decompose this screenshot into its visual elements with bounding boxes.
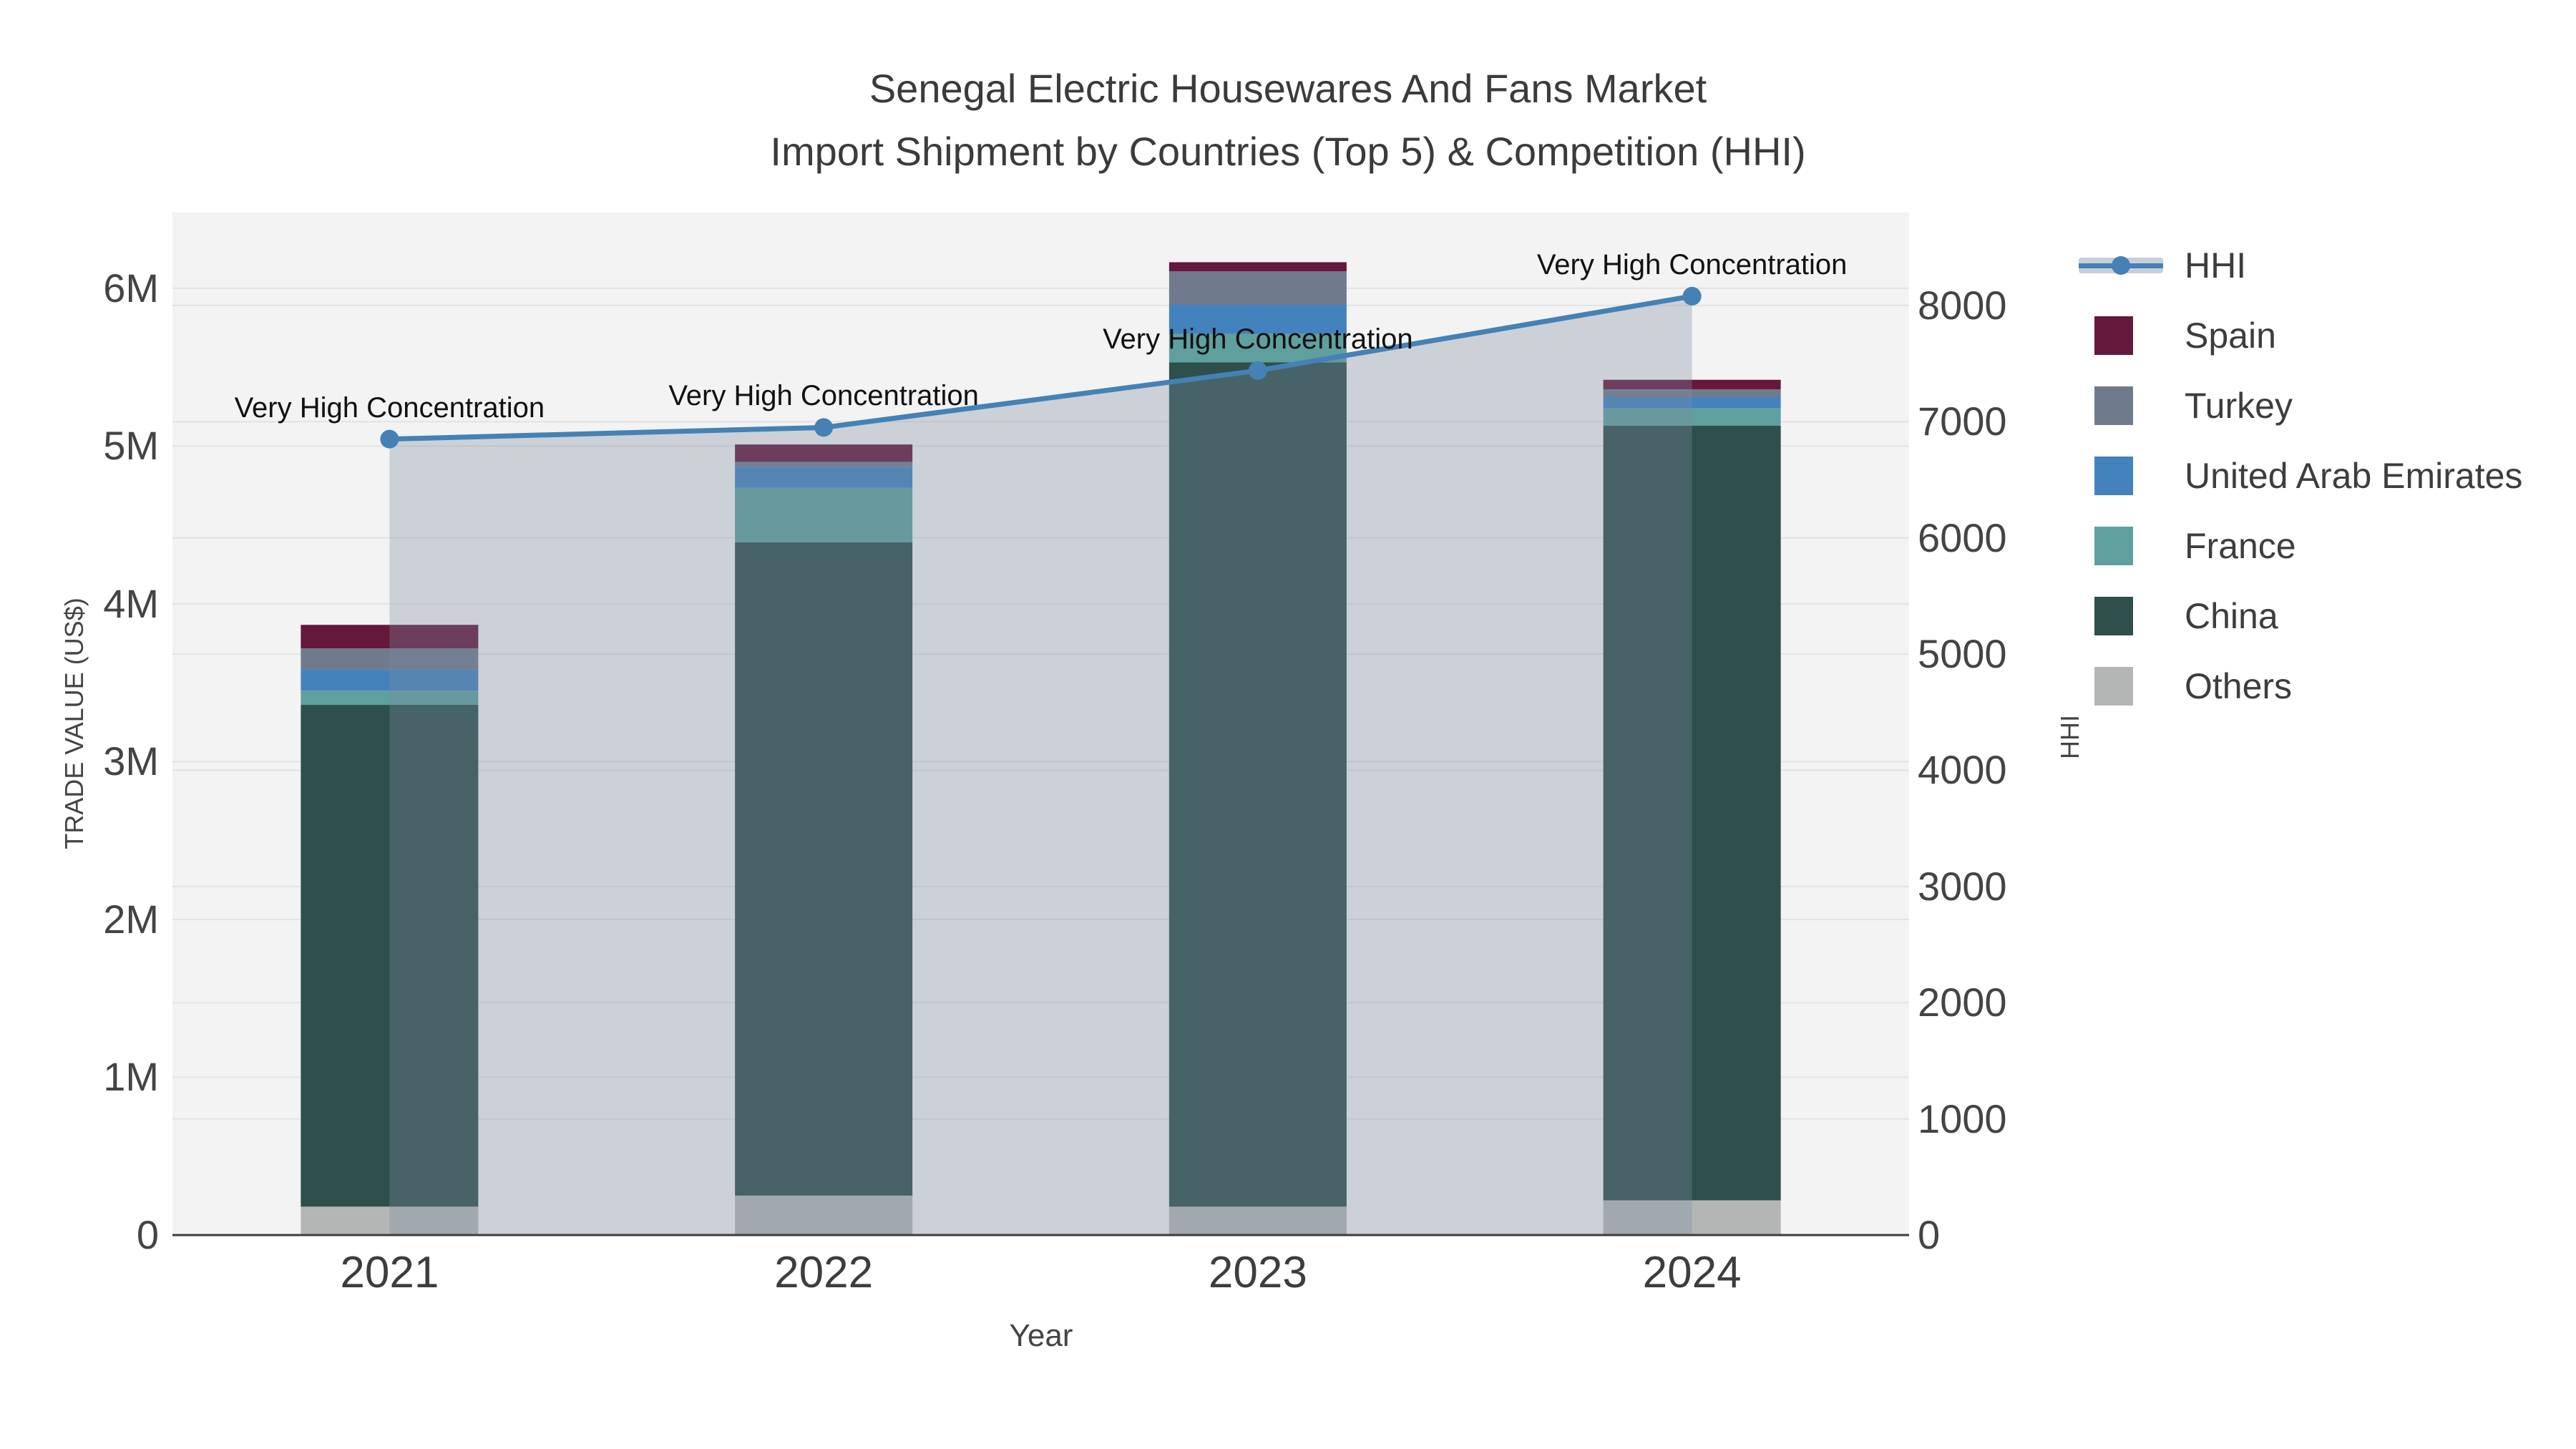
- chart-title-line2: Import Shipment by Countries (Top 5) & C…: [770, 129, 1806, 175]
- bar-segment-turkey[interactable]: [301, 648, 479, 670]
- bar-segment-others[interactable]: [301, 1206, 479, 1235]
- left-axis-tick-6M: 6M: [103, 265, 159, 311]
- bar-segment-turkey[interactable]: [1603, 389, 1781, 398]
- right-axis-tick-5000: 5000: [1918, 631, 2007, 677]
- bar-segment-france[interactable]: [735, 487, 913, 542]
- hhi-line: [389, 293, 1693, 442]
- legend-label: United Arab Emirates: [2185, 456, 2523, 496]
- right-axis-tick-7000: 7000: [1918, 399, 2007, 444]
- bar-segment-united-arab-emirates[interactable]: [735, 467, 913, 488]
- legend-item-france[interactable]: France: [2079, 511, 2522, 581]
- legend-label: Turkey: [2185, 386, 2293, 426]
- bar-segment-spain[interactable]: [1603, 379, 1781, 389]
- x-axis-tick-2022: 2022: [774, 1248, 874, 1297]
- hhi-marker-2021[interactable]: [380, 429, 399, 449]
- hhi-marker-2022[interactable]: [814, 418, 834, 437]
- legend-item-united-arab-emirates[interactable]: United Arab Emirates: [2079, 441, 2522, 511]
- bar-segment-turkey[interactable]: [1169, 271, 1347, 306]
- bar-segment-united-arab-emirates[interactable]: [301, 670, 479, 691]
- annotation-2021: Very High Concentration: [234, 391, 545, 424]
- annotation-2022: Very High Concentration: [668, 380, 979, 412]
- right-axis-tick-0: 0: [1918, 1212, 1941, 1257]
- left-axis-tick-5M: 5M: [103, 423, 159, 469]
- bar-segment-china[interactable]: [1169, 362, 1347, 1207]
- legend-item-china[interactable]: China: [2079, 581, 2522, 651]
- hhi-area-fill: [389, 296, 1692, 1235]
- legend-label: Spain: [2185, 316, 2276, 356]
- left-axis-tick-2M: 2M: [103, 896, 159, 942]
- left-axis-title: TRADE VALUE (US$): [59, 597, 89, 849]
- legend-swatch-icon: [2079, 386, 2172, 425]
- x-axis-title: Year: [1009, 1318, 1073, 1353]
- plot-area[interactable]: [172, 213, 1909, 1236]
- annotation-2023: Very High Concentration: [1103, 323, 1413, 355]
- chart-title: Senegal Electric Housewares And Fans Mar…: [0, 57, 2576, 184]
- left-axis-tick-0: 0: [136, 1212, 159, 1257]
- bar-segment-china[interactable]: [735, 542, 913, 1196]
- right-axis-title: HHI: [2055, 715, 2084, 759]
- hhi-line-symbol-icon: [2079, 256, 2172, 275]
- bar-segment-france[interactable]: [1603, 408, 1781, 426]
- right-axis-tick-2000: 2000: [1918, 980, 2007, 1025]
- legend-swatch-icon: [2079, 316, 2172, 355]
- legend-swatch-icon: [2079, 457, 2172, 495]
- legend-label: France: [2185, 526, 2296, 566]
- legend-item-spain[interactable]: Spain: [2079, 301, 2522, 371]
- legend-swatch-icon: [2079, 667, 2172, 706]
- bar-segment-spain[interactable]: [301, 625, 479, 649]
- right-axis-tick-4000: 4000: [1918, 747, 2007, 793]
- bar-segment-united-arab-emirates[interactable]: [1603, 397, 1781, 409]
- bar-segment-others[interactable]: [1603, 1200, 1781, 1235]
- bar-segment-china[interactable]: [301, 705, 479, 1207]
- bar-segment-spain[interactable]: [735, 444, 913, 462]
- legend-item-turkey[interactable]: Turkey: [2079, 371, 2522, 441]
- bar-segment-turkey[interactable]: [735, 462, 913, 467]
- bar-segment-france[interactable]: [1169, 333, 1347, 363]
- right-axis-tick-3000: 3000: [1918, 863, 2007, 909]
- bar-segment-france[interactable]: [301, 691, 479, 706]
- legend-swatch-icon: [2079, 527, 2172, 565]
- left-axis-tick-3M: 3M: [103, 738, 159, 784]
- left-axis-tick-4M: 4M: [103, 580, 159, 626]
- bar-segment-spain[interactable]: [1169, 262, 1347, 272]
- legend-label: HHI: [2185, 245, 2247, 286]
- right-axis-tick-8000: 8000: [1918, 282, 2007, 328]
- x-axis-tick-2024: 2024: [1642, 1248, 1742, 1297]
- x-axis-tick-2021: 2021: [340, 1248, 439, 1297]
- legend: HHI Spain Turkey United Arab Emirates France…: [2079, 230, 2522, 721]
- left-axis-tick-1M: 1M: [103, 1054, 159, 1100]
- x-axis-tick-2023: 2023: [1208, 1248, 1307, 1297]
- right-axis-tick-6000: 6000: [1918, 514, 2007, 560]
- annotation-2024: Very High Concentration: [1536, 248, 1848, 280]
- bar-segment-others[interactable]: [735, 1195, 913, 1235]
- bar-segment-united-arab-emirates[interactable]: [1169, 305, 1347, 334]
- right-axis-tick-1000: 1000: [1918, 1096, 2007, 1141]
- bar-segment-china[interactable]: [1603, 425, 1781, 1201]
- plot-canvas: [172, 262, 1909, 1236]
- hhi-marker-2023[interactable]: [1248, 361, 1267, 380]
- legend-label: Others: [2185, 666, 2293, 706]
- legend-item-others[interactable]: Others: [2079, 651, 2522, 721]
- hhi-marker-2024[interactable]: [1682, 286, 1702, 306]
- chart-title-line1: Senegal Electric Housewares And Fans Mar…: [869, 66, 1707, 111]
- bar-segment-others[interactable]: [1169, 1206, 1347, 1235]
- legend-label: China: [2185, 596, 2278, 636]
- legend-swatch-icon: [2079, 597, 2172, 635]
- legend-item-hhi[interactable]: HHI: [2079, 230, 2522, 301]
